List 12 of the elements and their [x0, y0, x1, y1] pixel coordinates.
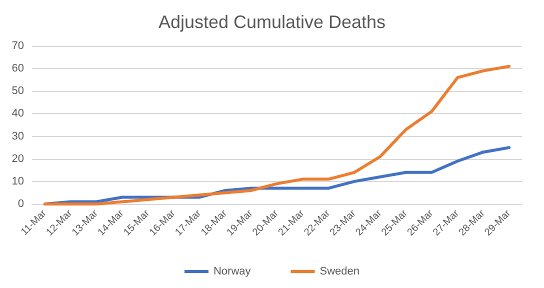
y-tick-label: 40 — [12, 108, 24, 120]
legend-label: Sweden — [320, 266, 360, 278]
y-tick-label: 70 — [12, 40, 24, 52]
y-tick-label: 0 — [18, 198, 24, 210]
y-tick-label: 30 — [12, 130, 24, 142]
y-tick-label: 50 — [12, 85, 24, 98]
chart-title: Adjusted Cumulative Deaths — [158, 12, 386, 32]
y-tick-label: 20 — [12, 152, 24, 165]
y-tick-label: 60 — [12, 62, 24, 75]
line-series — [43, 64, 511, 206]
y-tick-label: 10 — [12, 175, 24, 188]
legend-label: Norway — [213, 266, 252, 278]
